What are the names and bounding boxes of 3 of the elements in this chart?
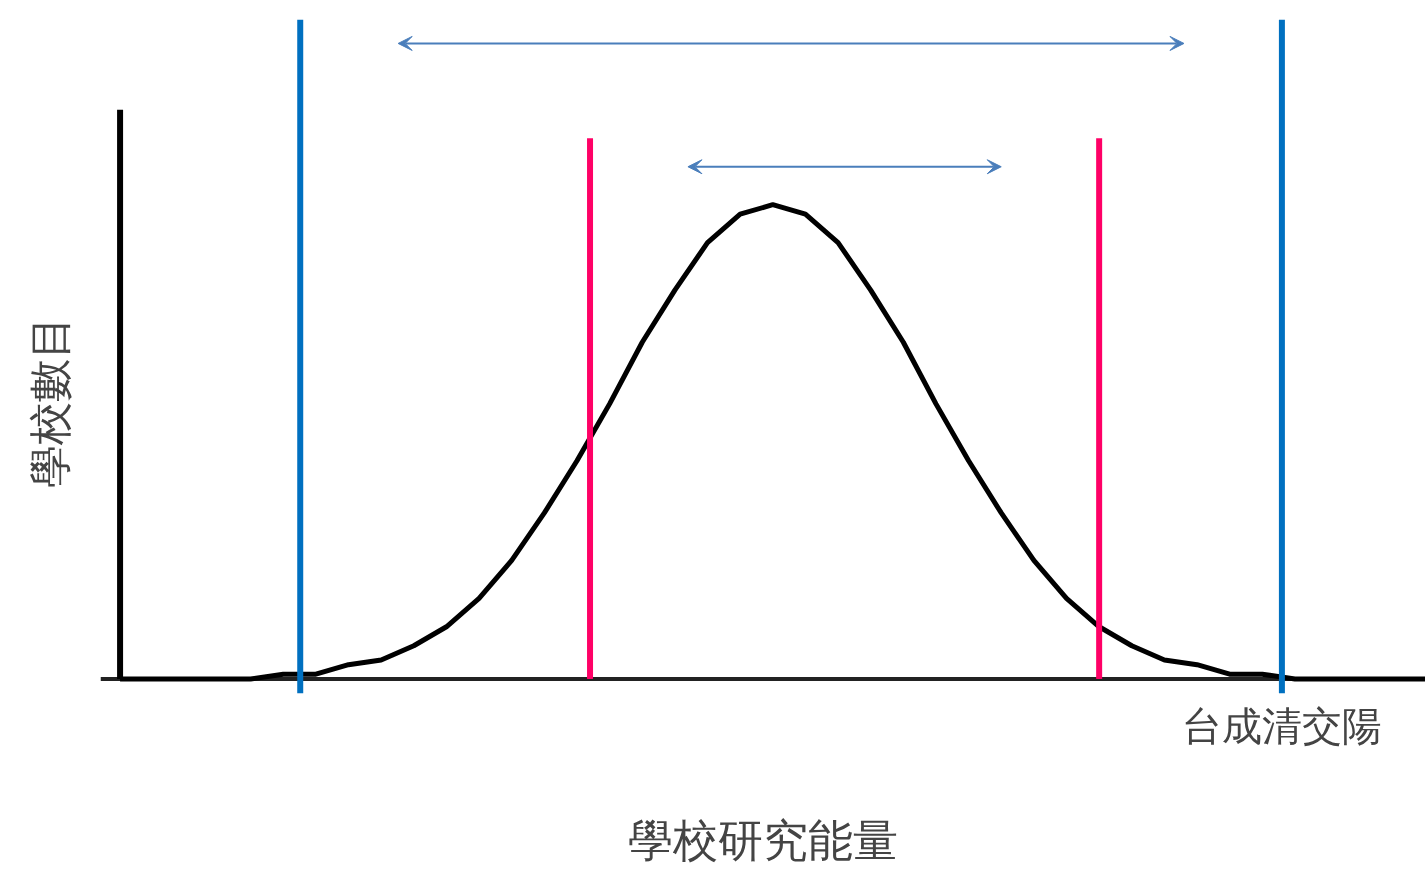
text: 台成清交陽: [1181, 703, 1382, 750]
x-axis-title: 學校研究能量: [628, 813, 898, 867]
y-axis-title: 學校數目: [24, 315, 75, 488]
